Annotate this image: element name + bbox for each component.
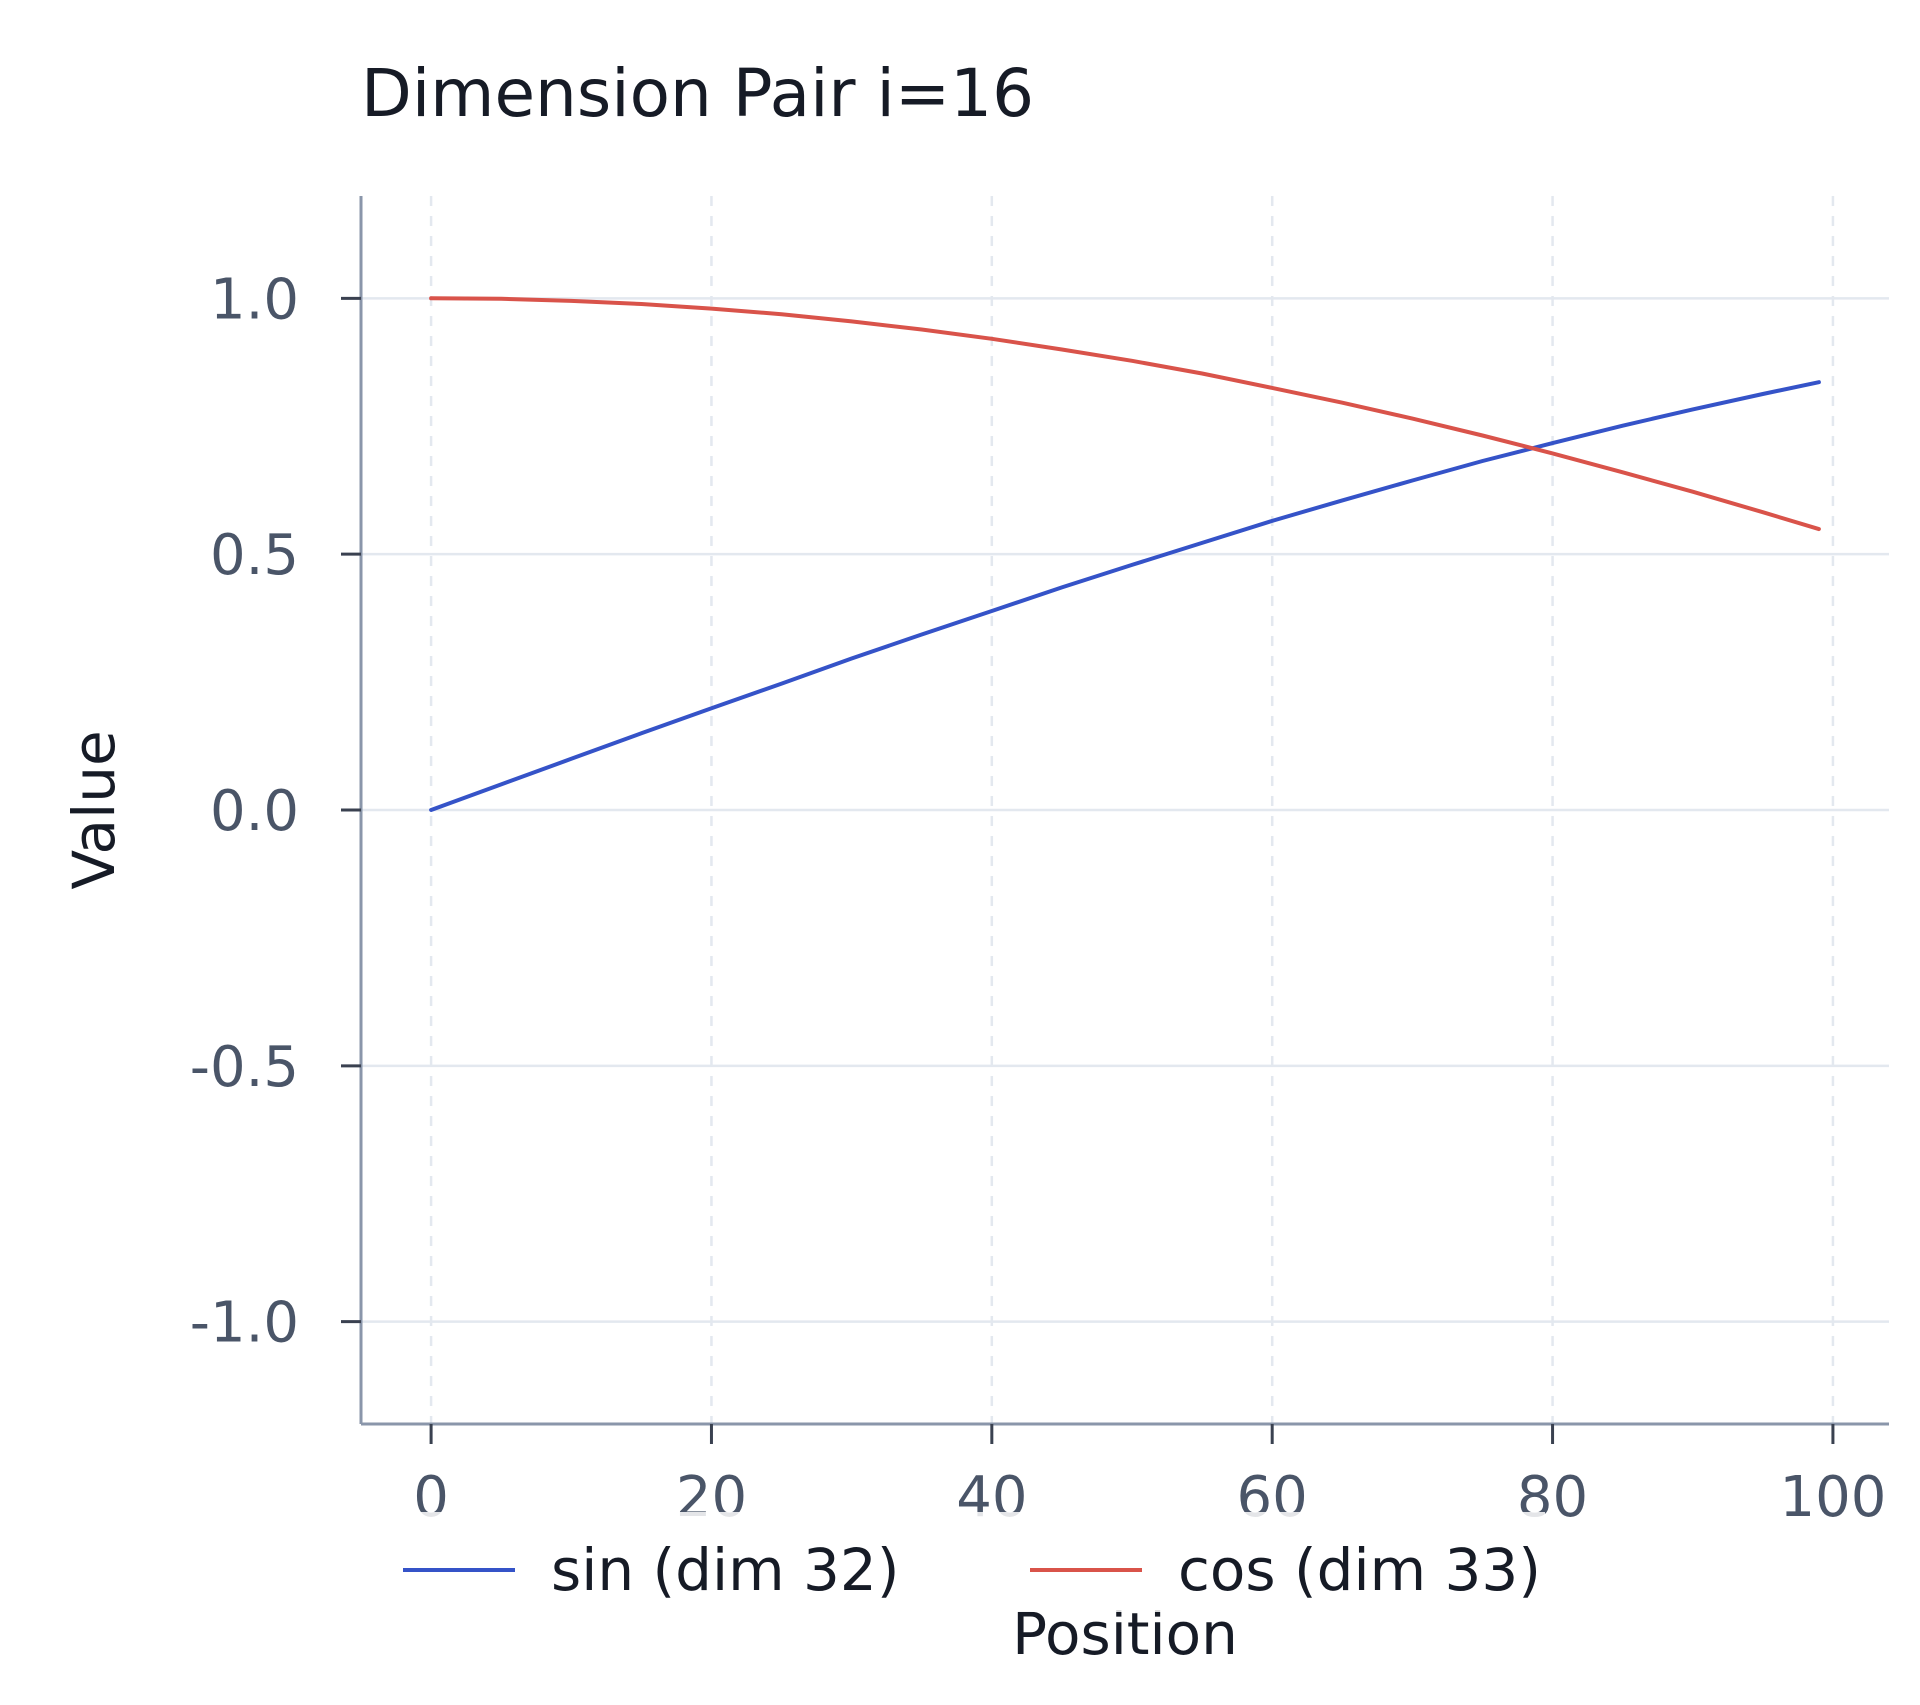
legend: sin (dim 32) cos (dim 33) (395, 1512, 1545, 1612)
legend-label: sin (dim 32) (551, 1536, 899, 1604)
y-tick-label: 0.0 (210, 779, 299, 844)
grid (361, 196, 1889, 1424)
y-axis-label: Value (60, 730, 128, 889)
ticks: 1.00.50.0-0.5-1.00 20 40 60 80 100 (190, 267, 1887, 1530)
y-tick-label: 1.0 (210, 267, 299, 332)
y-tick-label: -0.5 (190, 1035, 299, 1100)
y-tick-label: -1.0 (190, 1291, 299, 1356)
series (429, 296, 1821, 812)
series-line (429, 380, 1821, 812)
legend-label: cos (dim 33) (1178, 1536, 1541, 1604)
x-tick-label: 100 (1779, 1465, 1886, 1530)
chart-title: Dimension Pair i=16 (361, 55, 1034, 132)
series-line (429, 296, 1821, 532)
legend-background (395, 1512, 1545, 1612)
y-tick-label: 0.5 (210, 523, 299, 588)
